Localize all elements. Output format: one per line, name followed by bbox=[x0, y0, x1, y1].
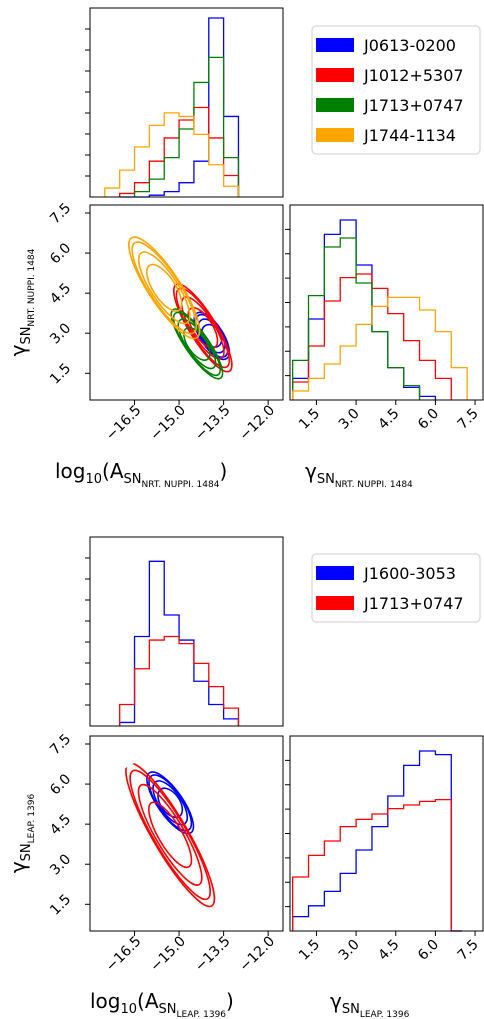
corner-2-contour-J1713+0747-level-2 bbox=[137, 783, 203, 886]
corner-1-hist-log10A-J1713+0747 bbox=[133, 56, 240, 197]
corner-1-contour-J1713+0747-level-2 bbox=[177, 318, 217, 370]
corner-1-contour-J1713+0747-level-4 bbox=[170, 308, 224, 380]
corner-2-xlabel-gamma: γSNLEAP. 1396 bbox=[330, 989, 410, 1019]
corner-1-hist-gamma-J1713+0747 bbox=[291, 237, 421, 400]
corner-2-contour-J1713+0747-level-1 bbox=[148, 801, 193, 869]
corner-1-legend-label: J1744-1134 bbox=[363, 126, 456, 145]
corner-1-xtick-label: −15.0 bbox=[147, 402, 189, 444]
corner-2-hist-gamma-J1713+0747 bbox=[291, 798, 462, 932]
corner-1-xtick-label: −13.5 bbox=[192, 402, 234, 444]
corner-1-ytick-label: 3.0 bbox=[47, 320, 74, 347]
corner-2-xtick-label: −12.0 bbox=[236, 933, 278, 975]
corner-2-ytick-label: 3.0 bbox=[47, 851, 74, 878]
corner-1-legend-swatch-J0613-0200 bbox=[316, 38, 354, 52]
corner-1-top-hist-frame bbox=[89, 7, 284, 198]
corner-1-gtick-label: 1.5 bbox=[296, 406, 323, 433]
corner-2-right-hist-frame bbox=[289, 735, 484, 932]
corner-2-ylabel-gamma: γSNLEAP. 1396 bbox=[6, 794, 37, 874]
corner-2-gtick-label: 7.5 bbox=[455, 937, 482, 964]
corner-1-hist-gamma-J1744-1134 bbox=[291, 296, 468, 400]
corner-1-xlabel-log10A: log10(ASNNRT. NUPPI. 1484) bbox=[55, 459, 227, 490]
corner-1-ylabel-gamma: γSNNRT. NUPPI. 1484 bbox=[6, 248, 37, 356]
corner-2-gtick-label: 6.0 bbox=[415, 937, 442, 964]
corner-1-legend-swatch-J1713+0747 bbox=[316, 98, 354, 112]
corner-2-hist-log10A-J1713+0747 bbox=[119, 635, 240, 726]
corner-1-gtick-label: 7.5 bbox=[455, 406, 482, 433]
corner-1-ytick-label: 1.5 bbox=[47, 360, 74, 387]
corner-2-ytick-label: 4.5 bbox=[47, 811, 74, 838]
corner-1-gtick-label: 4.5 bbox=[375, 406, 402, 433]
corner-1-legend-swatch-J1744-1134 bbox=[316, 128, 354, 142]
corner-1-right-hist-frame bbox=[289, 204, 484, 401]
corner-2-contour-frame bbox=[89, 735, 284, 932]
corner-2-xtick-label: −16.5 bbox=[103, 933, 145, 975]
corner-1-ytick-label: 6.0 bbox=[47, 240, 74, 267]
corner-1-legend-label: J0613-0200 bbox=[363, 36, 456, 55]
corner-1-legend-label: J1012+5307 bbox=[363, 66, 464, 85]
corner-2-gtick-label: 1.5 bbox=[296, 937, 323, 964]
corner-1-contour-J1744-1134-level-2 bbox=[137, 251, 191, 325]
corner-2-gtick-label: 3.0 bbox=[336, 937, 363, 964]
corner-2-legend-swatch-J1600-3053 bbox=[316, 566, 354, 580]
corner-1-contour-J1744-1134-level-3 bbox=[131, 241, 198, 335]
corner-1-hist-gamma-J1012+5307 bbox=[291, 273, 452, 400]
corner-2-ytick-label: 6.0 bbox=[47, 771, 74, 798]
corner-1-legend-label: J1713+0747 bbox=[363, 96, 464, 115]
corner-2-gtick-label: 4.5 bbox=[375, 937, 402, 964]
corner-2-xtick-label: −13.5 bbox=[192, 933, 234, 975]
corner-1-xtick-label: −12.0 bbox=[236, 402, 278, 444]
corner-1-hist-gamma-J0613-0200 bbox=[291, 219, 437, 400]
corner-1-contour-J1744-1134-level-4 bbox=[128, 236, 201, 340]
corner-2-contour-J1600-3053-level-4 bbox=[146, 771, 195, 835]
corner-1-xtick-label: −16.5 bbox=[103, 402, 145, 444]
corner-1-xlabel-gamma: γSNNRT. NUPPI. 1484 bbox=[305, 459, 413, 490]
corner-1-legend-swatch-J1012+5307 bbox=[316, 68, 354, 82]
corner-2-legend-swatch-J1713+0747 bbox=[316, 596, 354, 610]
corner-2-hist-gamma-J1600-3053 bbox=[291, 750, 462, 932]
corner-1-ytick-label: 4.5 bbox=[47, 280, 74, 307]
corner-2-ytick-label: 7.5 bbox=[47, 731, 74, 758]
corner-1-gtick-label: 6.0 bbox=[415, 406, 442, 433]
corner-1-hist-log10A-J0613-0200 bbox=[119, 17, 240, 198]
corner-1-hist-log10A-J1744-1134 bbox=[104, 112, 240, 197]
corner-2-top-hist-frame bbox=[89, 536, 284, 727]
corner-2-legend-label: J1600-3053 bbox=[363, 564, 456, 583]
corner-2-contour-J1713+0747-level-3 bbox=[129, 769, 211, 901]
corner-1-legend-box bbox=[311, 25, 481, 155]
corner-1-contour-J1744-1134-level-1 bbox=[146, 263, 183, 312]
corner-1-ytick-label: 7.5 bbox=[47, 200, 74, 227]
corner-2-xtick-label: −15.0 bbox=[147, 933, 189, 975]
corner-1-gtick-label: 3.0 bbox=[336, 406, 363, 433]
corner-1-contour-J1713+0747-level-1 bbox=[183, 326, 211, 361]
corner-2-xlabel-log10A: log10(ASNLEAP. 1396) bbox=[90, 989, 234, 1019]
corner-2-ytick-label: 1.5 bbox=[47, 891, 74, 918]
corner-1-contour-frame bbox=[89, 204, 284, 401]
corner-2-legend-label: J1713+0747 bbox=[363, 594, 464, 613]
